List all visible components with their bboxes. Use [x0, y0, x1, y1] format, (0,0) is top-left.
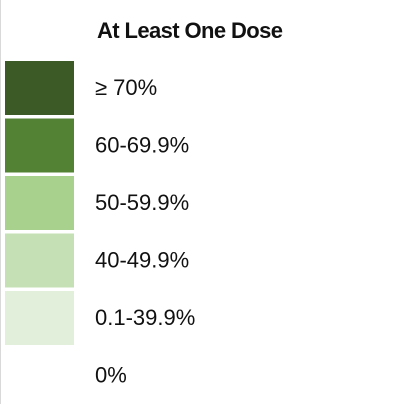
legend-label: ≥ 70% — [95, 75, 157, 100]
legend-title: At Least One Dose — [97, 18, 283, 43]
legend-label: 0.1-39.9% — [95, 305, 195, 330]
legend-swatch — [5, 118, 74, 173]
legend-swatch — [5, 176, 74, 230]
legend-swatch — [5, 291, 74, 345]
legend-label: 40-49.9% — [95, 247, 189, 272]
legend-label: 60-69.9% — [95, 132, 189, 157]
legend-swatch — [5, 61, 74, 115]
legend-label: 0% — [95, 362, 127, 387]
legend-swatch — [5, 233, 74, 288]
legend-label: 50-59.9% — [95, 190, 189, 215]
